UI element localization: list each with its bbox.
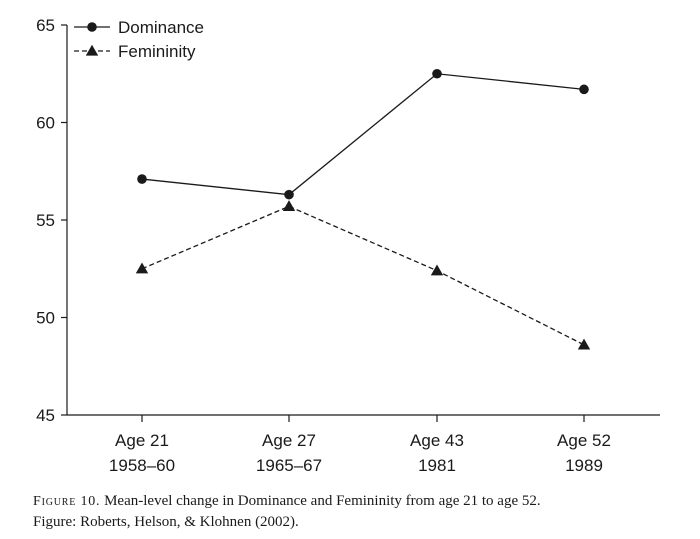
femininity-data-point	[430, 264, 444, 276]
x-tick-sublabel: 1989	[565, 456, 603, 475]
legend-femininity-label: Femininity	[118, 42, 196, 61]
x-tick-sublabel: 1965–67	[256, 456, 322, 475]
femininity-data-point	[577, 338, 591, 350]
caption-figure-label: Figure 10.	[33, 494, 101, 509]
dominance-data-point	[284, 189, 294, 200]
chart-series	[135, 68, 591, 350]
x-tick-label: Age 43	[410, 431, 464, 450]
y-tick-label: 65	[36, 16, 55, 35]
x-tick-sublabel: 1981	[418, 456, 456, 475]
x-tick-label: Age 21	[115, 431, 169, 450]
dominance-data-point	[579, 84, 589, 95]
dominance-data-point	[432, 68, 442, 79]
legend-femininity-marker	[85, 44, 99, 56]
x-tick-label: Age 27	[262, 431, 316, 450]
x-tick-sublabel: 1958–60	[109, 456, 175, 475]
caption-text: Mean-level change in Dominance and Femin…	[100, 493, 541, 509]
figure-caption: Figure 10. Mean-level change in Dominanc…	[33, 491, 683, 533]
y-tick-label: 45	[36, 406, 55, 425]
dominance-series-line	[141, 73, 585, 196]
femininity-data-point	[135, 262, 149, 274]
y-tick-label: 50	[36, 309, 55, 328]
y-tick-label: 55	[36, 211, 55, 230]
y-tick-label: 60	[36, 114, 55, 133]
caption-line: Figure 10. Mean-level change in Dominanc…	[33, 491, 683, 512]
x-tick-label: Age 52	[557, 431, 611, 450]
line-chart: 45 50 55 60 65 Age 21 1958–60 Age 27 1965–67 Age …	[36, 16, 660, 475]
dominance-data-point	[137, 174, 147, 184]
femininity-data-point	[282, 200, 296, 211]
chart-legend: Dominance Femininity	[74, 18, 204, 61]
legend-dominance-label: Dominance	[118, 18, 204, 37]
caption-source: Figure: Roberts, Helson, & Klohnen (2002…	[33, 514, 299, 530]
chart-axes: 45 50 55 60 65 Age 21 1958–60 Age 27 1965–67 Age …	[36, 16, 660, 475]
femininity-series-line	[141, 205, 585, 346]
legend-dominance-marker	[87, 22, 97, 32]
